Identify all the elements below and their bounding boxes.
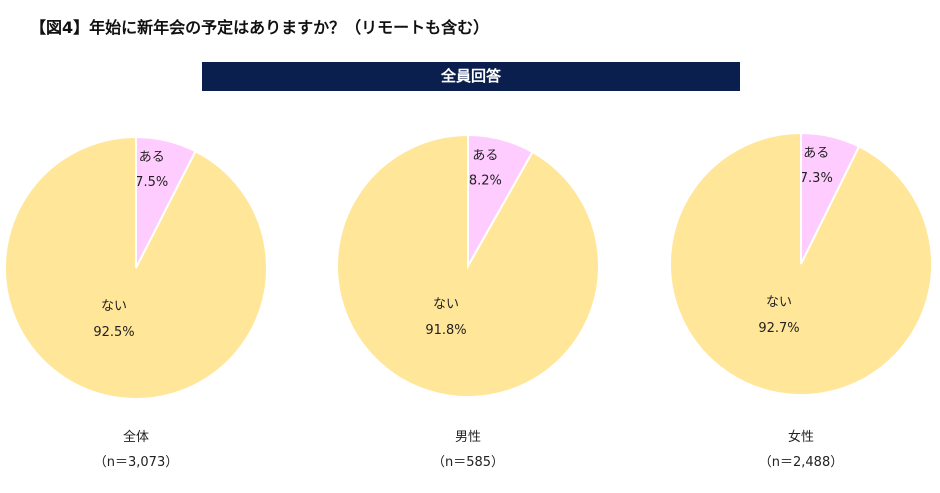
slice-label: ない	[101, 299, 127, 314]
pie-chart-2: ある 7.3% ない 92.7% 女性 （n＝2,488）	[669, 131, 933, 470]
slice-value-label: 91.8%	[425, 323, 466, 338]
slice-value-label: 7.3%	[800, 171, 833, 186]
group-label: 男性	[455, 430, 481, 445]
pie-slice-nai	[4, 135, 268, 400]
sample-size-label: （n＝2,488）	[759, 455, 843, 470]
figure-title: 【図4】年始に新年会の予定はありますか？（リモートも含む）	[30, 18, 490, 37]
slice-label: ない	[766, 295, 792, 310]
slice-value-label: 8.2%	[469, 174, 502, 189]
sample-size-label: （n＝3,073）	[94, 455, 178, 470]
slice-label: ある	[472, 149, 498, 164]
slice-label: ある	[139, 150, 165, 165]
pie-slice-nai	[336, 133, 600, 398]
pie-slice-nai	[669, 131, 933, 396]
slice-value-label: 92.7%	[758, 321, 799, 336]
sample-size-label: （n＝585）	[432, 455, 504, 470]
respondent-banner: 全員回答	[202, 62, 740, 91]
group-label: 女性	[788, 429, 814, 445]
slice-value-label: 92.5%	[93, 325, 134, 340]
slice-label: ある	[803, 146, 829, 161]
pie-chart-1: ある 8.2% ない 91.8% 男性 （n＝585）	[336, 133, 600, 470]
group-label: 全体	[123, 429, 149, 445]
pie-chart-0: ある 7.5% ない 92.5% 全体 （n＝3,073）	[4, 135, 268, 470]
slice-label: ない	[433, 297, 459, 312]
slice-value-label: 7.5%	[135, 175, 168, 190]
